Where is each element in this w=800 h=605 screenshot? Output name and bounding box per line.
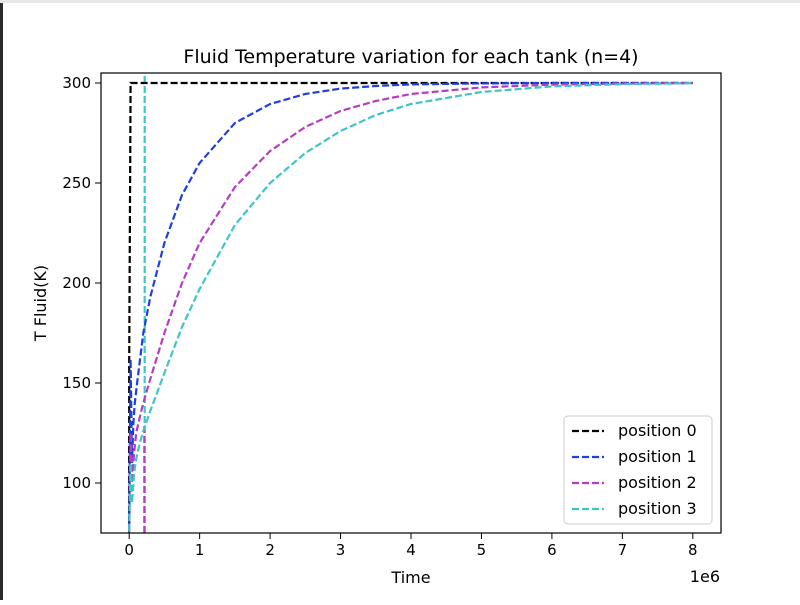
series-line-1 [128, 81, 693, 528]
x-axis-offset-label: 1e6 [690, 567, 720, 586]
chart-title: Fluid Temperature variation for each tan… [183, 46, 638, 68]
legend-label: position 1 [618, 447, 697, 466]
x-axis-label: Time [390, 568, 430, 587]
y-tick-label: 250 [62, 174, 91, 192]
legend-box [563, 415, 713, 525]
y-axis-label: T Fluid(K) [31, 265, 50, 342]
series-line-3 [128, 82, 693, 532]
series-layer [128, 73, 693, 533]
window-edge-left [0, 0, 3, 600]
x-tick-label: 2 [265, 541, 275, 559]
legend-label: position 3 [618, 499, 697, 518]
x-tick-label: 8 [688, 541, 698, 559]
x-tick-label: 1 [195, 541, 205, 559]
plot-frame [100, 72, 722, 534]
legend-label: position 2 [618, 473, 697, 492]
x-tick-label: 6 [547, 541, 557, 559]
series-line-2 [128, 81, 693, 532]
window-edge-top [0, 0, 800, 3]
y-tick-label: 300 [62, 74, 91, 92]
x-tick-label: 5 [477, 541, 487, 559]
y-tick-label: 100 [62, 474, 91, 492]
tick-layer: 0 1 2 3 4 5 6 7 8 100 150 200 250 300 [62, 74, 697, 559]
x-tick-label: 0 [124, 541, 134, 559]
x-tick-label: 3 [336, 541, 346, 559]
y-tick-label: 150 [62, 374, 91, 392]
y-tick-label: 200 [62, 274, 91, 292]
x-tick-label: 4 [406, 541, 416, 559]
legend: position 0 position 1 position 2 position 3 [563, 415, 713, 525]
x-tick-label: 7 [618, 541, 628, 559]
legend-label: position 0 [618, 421, 697, 440]
